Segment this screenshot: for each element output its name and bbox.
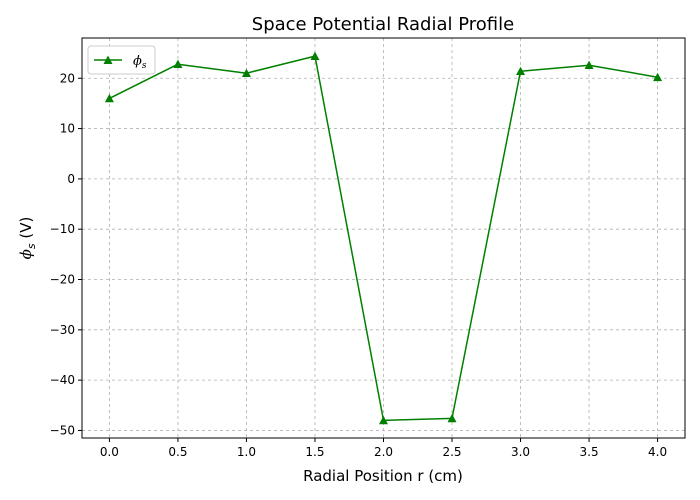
legend-symbol: ϕ [133, 54, 142, 69]
data-point [104, 93, 114, 103]
y-axis-label-subscript: s [25, 243, 38, 249]
data-point [584, 60, 594, 69]
chart-title: Space Potential Radial Profile [252, 14, 514, 35]
legend: ϕs [87, 45, 156, 75]
x-tick-label: 3.0 [511, 445, 530, 459]
y-axis-label-symbol: ϕ [17, 249, 35, 259]
x-axis-label: Radial Position r (cm) [303, 467, 463, 485]
x-axis-ticks: 0.0 0.5 1.0 1.5 2.0 2.5 3.0 3.5 4.0 [100, 438, 667, 459]
data-point [241, 68, 251, 78]
y-axis-label-unit: (V) [17, 217, 35, 244]
legend-marker [103, 55, 113, 64]
x-tick-label: 2.0 [374, 445, 393, 459]
x-tick-label: 2.5 [442, 445, 461, 459]
series-layer [104, 51, 663, 425]
y-tick-label: −50 [50, 423, 75, 437]
legend-subscript: s [142, 61, 147, 71]
y-axis-ticks: −50 −40 −30 −20 −10 0 10 20 [50, 71, 82, 437]
y-tick-label: −40 [50, 373, 75, 387]
x-tick-label: 0.5 [168, 445, 187, 459]
x-tick-label: 0.0 [100, 445, 119, 459]
data-point [653, 72, 663, 82]
y-tick-label: −30 [50, 323, 75, 337]
y-tick-label: −10 [50, 222, 75, 236]
x-tick-label: 3.5 [580, 445, 599, 459]
y-tick-label: 20 [60, 71, 75, 85]
y-tick-label: 10 [60, 122, 75, 136]
data-point [379, 415, 388, 425]
data-point [310, 51, 320, 60]
data-point [516, 66, 526, 76]
data-point [447, 413, 457, 423]
data-point [173, 59, 183, 68]
x-tick-label: 1.5 [305, 445, 324, 459]
y-tick-label: −20 [50, 273, 75, 287]
y-axis-label: ϕs (V) [17, 217, 38, 260]
y-tick-label: 0 [67, 172, 75, 186]
grid [82, 38, 685, 438]
x-tick-label: 1.0 [237, 445, 256, 459]
legend-entry-label: ϕs [133, 54, 147, 71]
x-tick-label: 4.0 [648, 445, 667, 459]
